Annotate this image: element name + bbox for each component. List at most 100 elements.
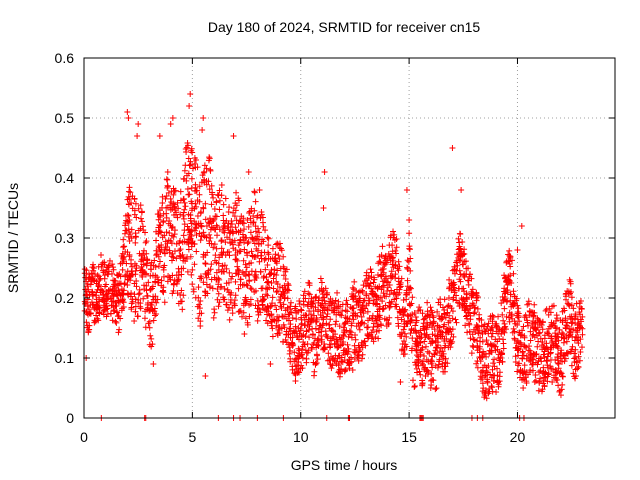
data-point <box>354 298 361 305</box>
data-point <box>301 288 308 295</box>
data-point <box>456 267 463 274</box>
data-point <box>412 313 419 320</box>
data-point <box>198 223 205 230</box>
data-point <box>494 365 501 372</box>
data-point <box>446 312 453 319</box>
data-point <box>549 322 556 329</box>
data-point <box>335 352 342 359</box>
data-point <box>483 368 490 375</box>
data-point <box>542 307 549 314</box>
data-point <box>275 252 282 259</box>
data-point <box>278 245 285 252</box>
data-point <box>201 162 208 169</box>
data-point <box>195 315 202 322</box>
data-point <box>348 322 355 329</box>
data-point <box>468 275 475 282</box>
data-point <box>536 379 543 386</box>
data-point <box>242 315 249 322</box>
data-point <box>172 207 179 214</box>
data-point <box>530 367 537 374</box>
data-point <box>559 358 566 365</box>
data-point <box>265 242 272 249</box>
data-point <box>237 307 244 314</box>
data-point <box>531 334 538 341</box>
data-point <box>125 290 132 297</box>
data-point <box>369 326 376 333</box>
data-point <box>470 310 477 317</box>
data-point <box>95 282 102 289</box>
x-tick-label: 20 <box>510 429 526 445</box>
data-point <box>116 289 123 296</box>
data-point <box>170 287 177 294</box>
data-point <box>554 376 561 383</box>
data-point <box>565 301 572 308</box>
data-point <box>212 213 219 220</box>
data-point <box>363 276 370 283</box>
data-point <box>262 266 269 273</box>
data-point <box>470 336 477 343</box>
data-point <box>483 337 490 344</box>
data-point <box>266 284 273 291</box>
data-point <box>364 308 371 315</box>
data-point <box>454 251 461 258</box>
data-point <box>321 169 328 175</box>
data-point <box>462 258 469 265</box>
data-point <box>535 338 542 345</box>
data-point <box>188 226 195 233</box>
data-point <box>463 303 470 310</box>
data-point <box>205 271 212 278</box>
data-point <box>380 305 387 312</box>
data-point <box>498 349 505 356</box>
data-point <box>400 326 407 333</box>
data-point <box>299 365 306 372</box>
data-point <box>160 273 167 280</box>
data-point <box>541 335 548 342</box>
data-point <box>103 313 110 320</box>
data-point <box>570 370 577 377</box>
data-point <box>570 326 577 333</box>
data-point <box>409 335 416 342</box>
data-point <box>417 347 424 354</box>
data-point <box>384 288 391 295</box>
data-point <box>101 272 108 279</box>
data-point <box>489 324 496 331</box>
data-point <box>578 344 585 351</box>
data-point <box>150 317 157 324</box>
data-point <box>372 301 379 308</box>
data-point <box>435 342 442 349</box>
data-point <box>237 248 244 255</box>
data-point <box>180 196 187 203</box>
data-point <box>361 297 368 304</box>
data-point <box>366 297 373 304</box>
data-point <box>211 306 218 313</box>
data-point <box>318 336 325 343</box>
data-point <box>429 331 436 338</box>
data-point <box>242 261 249 268</box>
data-point <box>535 387 542 394</box>
data-point <box>466 309 473 316</box>
data-point <box>502 323 509 330</box>
data-point <box>484 376 491 383</box>
data-point <box>199 172 206 179</box>
data-point <box>530 356 537 363</box>
data-point <box>544 353 551 360</box>
data-point <box>350 295 357 302</box>
data-point <box>183 148 190 155</box>
data-point <box>170 191 177 198</box>
data-point <box>154 279 161 286</box>
data-point <box>439 315 446 322</box>
data-point <box>264 292 271 299</box>
data-point <box>96 276 103 283</box>
data-point <box>120 299 127 306</box>
data-point <box>438 328 445 335</box>
data-point <box>449 315 456 322</box>
data-point <box>387 300 394 307</box>
x-tick-label: 15 <box>401 429 417 445</box>
data-point <box>148 335 155 342</box>
data-point <box>451 287 458 294</box>
data-point <box>358 355 365 362</box>
data-point <box>520 384 527 391</box>
data-point <box>107 286 114 293</box>
data-point <box>472 328 479 335</box>
data-point <box>370 279 377 286</box>
